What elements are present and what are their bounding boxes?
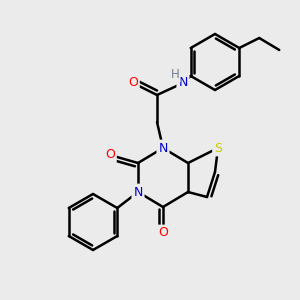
Text: S: S xyxy=(214,142,222,154)
Text: N: N xyxy=(158,142,168,154)
Text: O: O xyxy=(105,148,115,161)
Text: O: O xyxy=(128,76,138,89)
Text: N: N xyxy=(133,185,143,199)
Text: O: O xyxy=(158,226,168,239)
Text: H: H xyxy=(171,68,179,82)
Text: N: N xyxy=(178,76,188,89)
